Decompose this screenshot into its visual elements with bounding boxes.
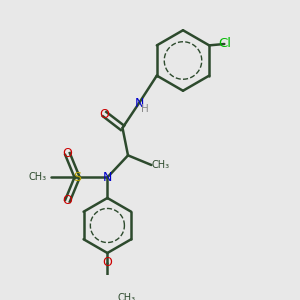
Text: N: N [134, 97, 144, 110]
Text: S: S [73, 171, 81, 184]
Text: O: O [102, 256, 112, 269]
Text: O: O [63, 194, 72, 207]
Text: CH₃: CH₃ [29, 172, 47, 182]
Text: H: H [141, 104, 149, 114]
Text: N: N [103, 171, 112, 184]
Text: O: O [63, 148, 72, 160]
Text: CH₃: CH₃ [117, 293, 135, 300]
Text: O: O [100, 108, 110, 121]
Text: Cl: Cl [218, 38, 231, 50]
Text: CH₃: CH₃ [152, 160, 169, 170]
